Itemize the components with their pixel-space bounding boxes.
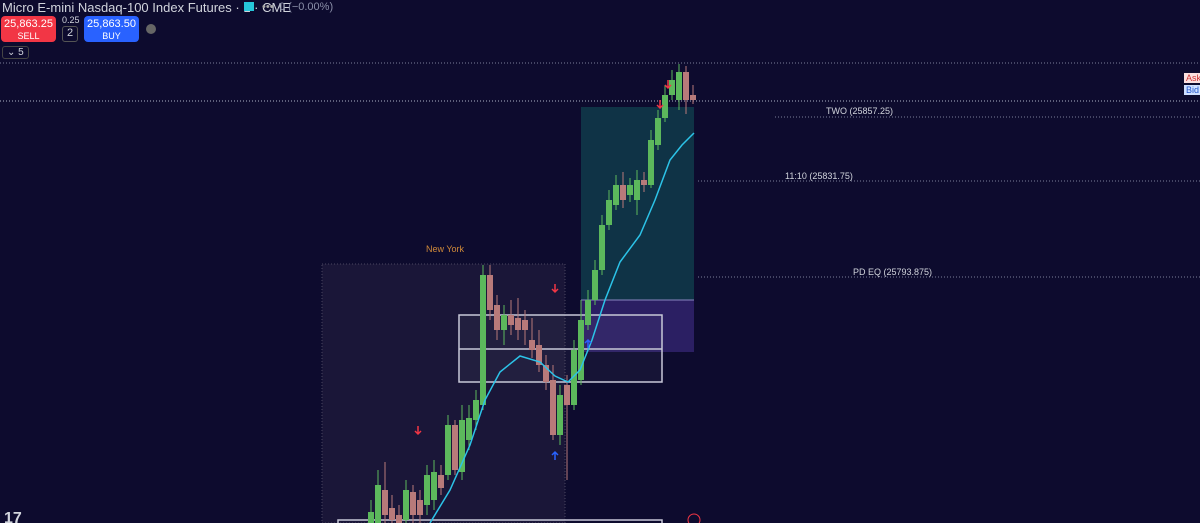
candle-body [564, 385, 570, 405]
candle-body [382, 490, 388, 515]
buy-arrow [584, 338, 592, 348]
candle-body [459, 420, 465, 472]
level-label: PD EQ (25793.875) [853, 267, 933, 277]
range-box [337, 519, 663, 523]
candle-body [417, 500, 423, 515]
sell-arrow [656, 100, 664, 110]
candle-body [536, 345, 542, 365]
candle-body [480, 275, 486, 405]
candle-body [396, 515, 402, 523]
sell-label: SELL [17, 31, 40, 41]
more-icon[interactable]: ••• [262, 1, 274, 13]
candle-body [648, 140, 654, 185]
candle-body [557, 395, 563, 435]
sell-arrow [414, 426, 422, 436]
candle-body [627, 185, 633, 195]
buy-price: 25,863.50 [87, 18, 136, 30]
indicator-count: 5 [18, 47, 24, 58]
candles [368, 64, 696, 523]
signals [414, 80, 672, 460]
candle-body [438, 475, 444, 488]
sell-arrow [551, 284, 559, 294]
candle-body [634, 180, 640, 200]
candle-body [389, 508, 395, 520]
candle-body [403, 490, 409, 520]
sell-button[interactable]: 25,863.25 SELL [1, 16, 56, 42]
candle-body [466, 418, 472, 440]
ema-line [429, 132, 695, 523]
candle-body [424, 475, 430, 505]
candle-body [662, 95, 668, 118]
candle-body [669, 80, 675, 95]
candle-body [620, 185, 626, 200]
candle-body [508, 315, 514, 325]
sell-price: 25,863.25 [4, 18, 53, 30]
level-label: TWO (25857.25) [826, 106, 894, 116]
tick-size: 0.25 [62, 15, 80, 25]
candle-body [592, 270, 598, 300]
buy-button[interactable]: 25,863.50 BUY [84, 16, 139, 42]
alert-icon[interactable] [687, 513, 701, 523]
sell-arrow [664, 80, 672, 90]
candle-body [515, 318, 521, 330]
logo: 17 [4, 510, 22, 523]
bid-tag: Bid [1184, 85, 1200, 95]
candle-body [501, 315, 507, 330]
candle-body [571, 350, 577, 405]
candle-body [606, 200, 612, 225]
candle-body [445, 425, 451, 475]
candle-body [641, 180, 647, 185]
candle-body [410, 492, 416, 515]
candle-body [522, 320, 528, 330]
candle-body [690, 95, 696, 100]
ask-tag: Ask [1184, 73, 1200, 83]
candle-body [473, 400, 479, 420]
session-label: New York [426, 244, 465, 254]
candle-body [431, 472, 437, 500]
candle-body [487, 275, 493, 310]
candle-body [676, 72, 682, 100]
buy-arrow [551, 450, 559, 460]
change: 0 (−0.00%) [279, 1, 334, 13]
candle-body [494, 305, 500, 330]
candle-body [375, 485, 381, 523]
flag-icon[interactable] [244, 2, 254, 11]
candle-body [529, 340, 535, 350]
buy-label: BUY [102, 31, 121, 41]
candle-body [683, 72, 689, 100]
candle-body [550, 380, 556, 435]
candle-body [543, 365, 549, 382]
level-label: 11:10 (25831.75) [785, 171, 853, 181]
candle-body [655, 118, 661, 145]
zone-purple [581, 300, 694, 352]
candle-body [599, 225, 605, 270]
indicators-toggle[interactable]: ⌄ 5 [2, 46, 29, 59]
candle-body [452, 425, 458, 470]
candle-body [368, 512, 374, 523]
candle-body [585, 300, 591, 325]
quantity[interactable]: 2 [62, 26, 78, 42]
candle-body [578, 320, 584, 380]
info-icon[interactable] [146, 24, 156, 34]
symbol[interactable]: Micro E-mini Nasdaq-100 Index Futures · … [2, 0, 291, 15]
candle-body [613, 185, 619, 205]
